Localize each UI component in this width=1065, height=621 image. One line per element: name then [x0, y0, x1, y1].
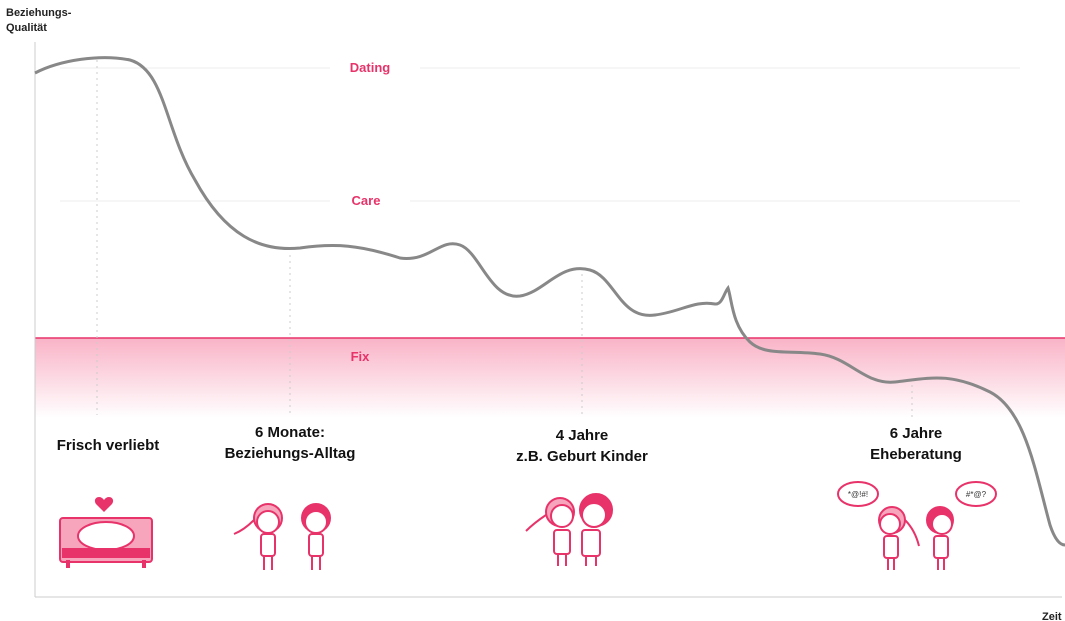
milestone-label: 4 Jahre	[556, 427, 609, 444]
y-axis-label: Beziehungs-	[6, 7, 72, 19]
hug-illustration	[525, 493, 613, 566]
milestone-label: 6 Jahre	[890, 425, 943, 442]
x-axis-label: Zeit	[1042, 611, 1062, 621]
fix-band	[35, 338, 1065, 418]
speech-bubble-text: #*@?	[966, 490, 987, 499]
milestone-label: z.B. Geburt Kinder	[516, 448, 648, 465]
speech-bubble-text: *@!#!	[848, 490, 868, 499]
y-axis-label: Qualität	[6, 22, 47, 34]
milestone-label: 6 Monate:	[255, 424, 325, 441]
milestone-label: Eheberatung	[870, 446, 962, 463]
argue-illustration	[837, 481, 997, 570]
couple-illustration	[233, 503, 331, 570]
couch-illustration	[59, 497, 153, 568]
zone-label: Care	[352, 193, 381, 208]
zone-label: Fix	[351, 349, 371, 364]
milestone-label: Beziehungs-Alltag	[225, 445, 356, 462]
zone-label: Dating	[350, 60, 391, 75]
quality-curve	[34, 56, 1065, 547]
guides	[96, 60, 913, 420]
milestone-label: Frisch verliebt	[57, 437, 160, 454]
